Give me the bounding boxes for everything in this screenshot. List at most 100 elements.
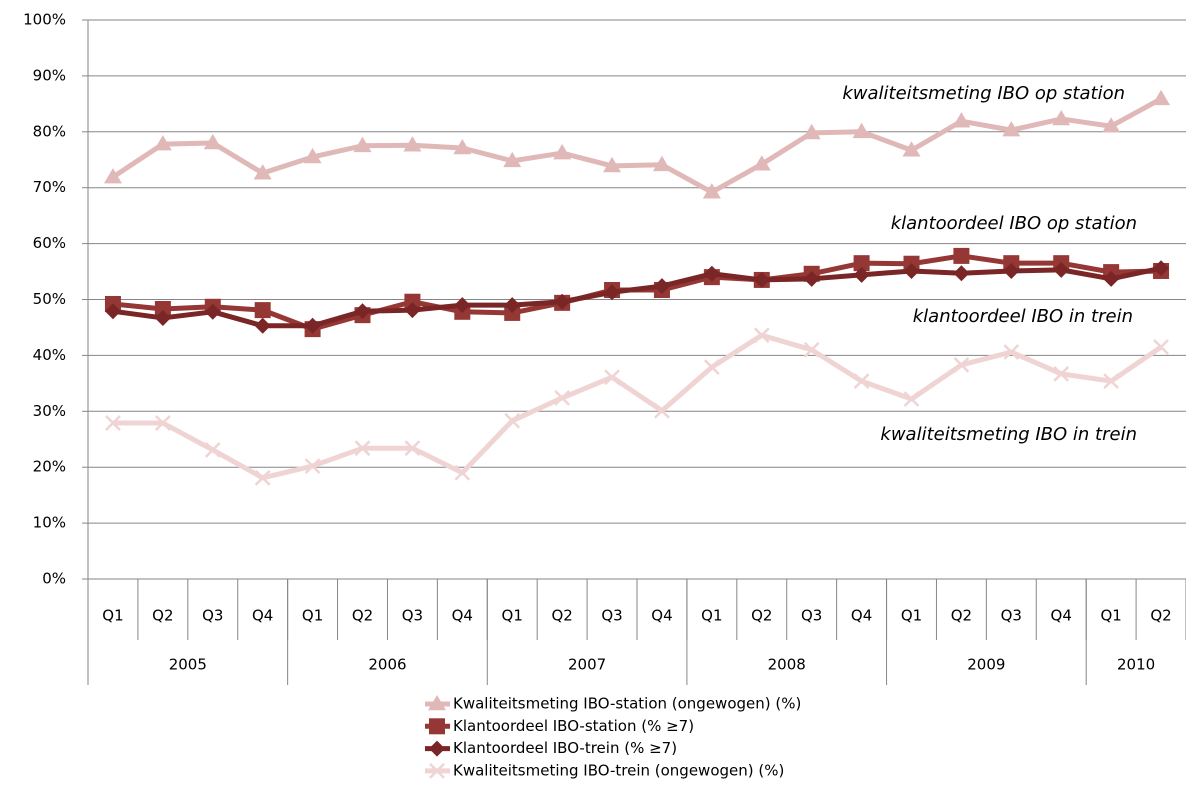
y-tick-label: 50% [33,290,66,308]
marker [204,441,221,458]
series-line [112,332,1163,481]
y-tick-label: 90% [33,66,66,84]
marker [104,303,121,320]
marker [1052,109,1071,126]
marker [454,297,471,314]
marker [703,265,720,282]
legend-label: Klantoordeel IBO-trein (% ≥7) [453,739,677,757]
x-tick-label: Q4 [651,607,672,625]
x-tick-label: Q1 [102,607,123,625]
marker [953,357,970,373]
marker [604,369,620,386]
x-tick-label: Q3 [1001,607,1022,625]
marker [203,133,222,150]
marker [304,458,321,474]
marker [903,262,920,279]
annotation: klantoordeel IBO op station [891,213,1137,234]
x-tick-label: Q1 [701,607,722,625]
legend-entry: Klantoordeel IBO-station (% ≥7) [425,717,694,735]
annotation: klantoordeel IBO in trein [913,306,1133,327]
x-tick-label: Q1 [302,607,323,625]
marker [254,317,271,334]
series-line [112,265,1162,329]
marker [154,301,171,318]
marker [1103,270,1120,287]
marker [852,122,871,139]
legend-label: Kwaliteitsmeting IBO-station (ongewogen)… [453,695,801,713]
marker [753,327,770,344]
marker [1103,373,1120,389]
marker [803,270,820,287]
marker [652,155,671,172]
y-tick-label: 70% [33,178,66,196]
marker [803,341,820,358]
x-tick-label: Q1 [1100,607,1121,625]
marker [403,136,422,152]
x-tick-label: Q3 [402,607,423,625]
year-label: 2010 [1117,656,1155,674]
marker [753,271,770,288]
marker [154,415,171,431]
series [103,89,1171,199]
y-tick-label: 20% [33,458,66,476]
y-tick-label: 30% [33,402,66,420]
marker [354,440,371,457]
marker [853,255,870,272]
marker [604,284,621,301]
marker [404,302,421,319]
marker [752,155,771,171]
y-tick-label: 80% [33,122,66,140]
x-tick-label: Q2 [951,607,972,625]
marker [303,147,322,164]
marker [1053,365,1070,382]
marker [253,164,272,180]
marker [153,135,172,151]
marker [702,183,721,199]
marker [254,302,271,319]
legend-entry: Kwaliteitsmeting IBO-station (ongewogen)… [425,695,801,713]
marker [454,464,471,481]
marker [1102,117,1121,133]
x-tick-label: Q4 [452,607,473,625]
marker [1152,89,1171,106]
marker [154,309,171,326]
x-tick-label: Q3 [801,607,822,625]
legend-entry: Klantoordeel IBO-trein (% ≥7) [425,739,677,757]
marker [428,695,446,711]
marker [603,156,622,173]
marker [953,265,970,282]
annotation: kwaliteitsmeting IBO op station [842,83,1125,104]
marker [853,373,870,389]
series-line [111,96,1163,195]
x-tick-label: Q2 [352,607,373,625]
marker [429,740,445,757]
x-tick-label: Q4 [1051,607,1072,625]
marker [952,112,971,128]
series [104,260,1170,334]
marker [404,293,421,310]
marker [554,390,571,406]
marker [654,402,670,419]
marker [902,141,921,157]
marker [429,718,445,735]
marker [1053,261,1070,278]
marker [504,297,521,314]
marker [504,412,521,429]
marker [103,168,122,184]
y-tick-label: 100% [23,11,66,29]
marker [653,278,670,295]
year-label: 2005 [169,656,207,674]
x-tick-label: Q2 [751,607,772,625]
y-tick-label: 0% [42,570,66,588]
x-tick-label: Q3 [202,607,223,625]
marker [1002,121,1021,137]
marker [703,359,720,376]
series [105,327,1169,486]
marker [903,391,920,407]
year-label: 2008 [768,656,806,674]
x-tick-label: Q3 [601,607,622,625]
marker [429,763,445,779]
y-tick-label: 10% [33,514,66,532]
marker [304,317,321,334]
legend-label: Kwaliteitsmeting IBO-trein (ongewogen) (… [453,761,784,779]
